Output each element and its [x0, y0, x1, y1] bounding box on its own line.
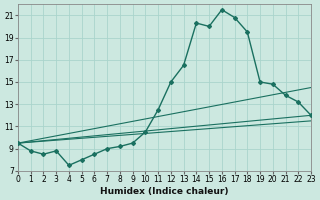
X-axis label: Humidex (Indice chaleur): Humidex (Indice chaleur): [100, 187, 229, 196]
